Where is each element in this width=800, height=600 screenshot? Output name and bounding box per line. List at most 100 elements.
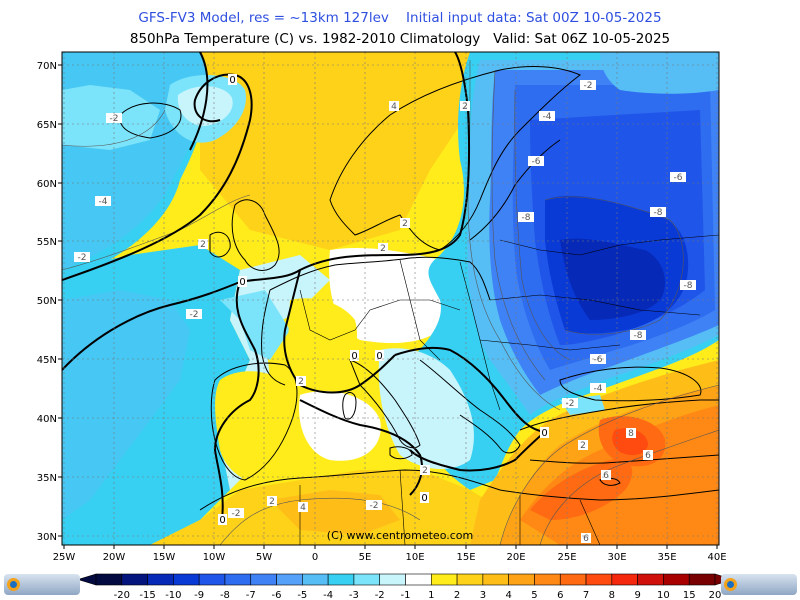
legend-swatch: [327, 573, 355, 586]
legend-value-label: -2: [375, 590, 385, 600]
legend-swatch: [559, 573, 587, 586]
contour-label: -2: [186, 309, 202, 320]
svg-text:4: 4: [391, 102, 397, 112]
contour-label: -2: [366, 500, 382, 511]
contour-label: 2: [198, 239, 208, 250]
svg-text:-2: -2: [78, 253, 87, 263]
svg-text:6: 6: [645, 451, 651, 461]
contour-label: -4: [95, 196, 111, 207]
legend-value-label: 9: [634, 590, 640, 600]
contour-labels: -2 -4 -2 -2 2 4 2 2 2 2 -4 -6 -8 -6 -8 -…: [74, 80, 696, 544]
svg-text:-8: -8: [654, 208, 663, 218]
legend-value-label: 1: [428, 590, 434, 600]
svg-text:-6: -6: [532, 157, 541, 167]
svg-text:-4: -4: [594, 384, 603, 394]
zero-label: 0: [421, 493, 427, 504]
longitude-label: 10E: [405, 552, 424, 563]
zero-label: 0: [541, 428, 547, 439]
graticule: [62, 52, 719, 545]
legend-swatch: [224, 573, 252, 586]
color-scale-legend: -20 -15 -10 -9 -8 -7 -6 -5 -4 -3 -2 -1 1 2 3 4 5 6 7 8 9 10 15…: [76, 573, 735, 600]
longitude-label: 15W: [153, 552, 176, 563]
legend-value-label: 10: [657, 590, 670, 600]
legend-swatch: [198, 573, 226, 586]
latitude-label: 65N: [37, 120, 57, 131]
copyright-credit: (C) www.centrometeo.com: [327, 529, 473, 542]
longitude-label: 15E: [456, 552, 475, 563]
contour-label: -4: [539, 111, 555, 122]
svg-text:-2: -2: [370, 501, 379, 511]
latitude-label: 70N: [37, 61, 57, 72]
legend-value-label: 8: [609, 590, 615, 600]
longitude-label: 20W: [103, 552, 126, 563]
legend-value-label: 6: [557, 590, 563, 600]
latitude-label: 30N: [37, 532, 57, 543]
longitude-label: 0: [312, 552, 318, 563]
longitude-label: 25W: [53, 552, 76, 563]
legend-value-label: 4: [505, 590, 511, 600]
legend-value-label: 20: [709, 590, 722, 600]
legend-swatch: [637, 573, 664, 586]
latitude-label: 35N: [37, 473, 57, 484]
svg-text:6: 6: [583, 534, 589, 544]
svg-text:6: 6: [603, 471, 609, 481]
contour-label: -8: [650, 207, 666, 218]
legend-swatch: [302, 573, 329, 586]
latitude-labels: 70N 65N 60N 55N 50N 45N 40N 35N 30N: [37, 61, 62, 543]
legend-value-label: -9: [194, 590, 204, 600]
longitude-label: 30E: [607, 552, 626, 563]
svg-text:2: 2: [580, 441, 586, 451]
svg-text:-4: -4: [543, 112, 552, 122]
anomaly-field: [62, 52, 719, 545]
contour-label: 4: [389, 101, 399, 112]
svg-text:2: 2: [462, 102, 468, 112]
legend-value-label: -8: [220, 590, 230, 600]
longitude-label: 5W: [256, 552, 272, 563]
latitude-label: 40N: [37, 414, 57, 425]
legend-swatch: [456, 573, 484, 586]
legend-swatch: [430, 573, 458, 586]
legend-swatch: [508, 573, 535, 586]
zero-label: 0: [376, 351, 382, 362]
legend-swatch: [534, 573, 561, 586]
legend-value-label: -7: [246, 590, 256, 600]
legend-swatch: [663, 573, 690, 586]
contour-label: 6: [581, 533, 591, 544]
legend-swatch: [173, 573, 200, 586]
svg-text:-6: -6: [594, 355, 603, 365]
legend-value-label: -4: [323, 590, 333, 600]
legend-value-label: 5: [531, 590, 537, 600]
contour-label: 2: [378, 243, 388, 254]
svg-text:2: 2: [380, 244, 386, 254]
contour-label: -6: [670, 172, 686, 183]
contour-label: -8: [680, 280, 696, 291]
legend-value-label: -5: [297, 590, 307, 600]
svg-text:-2: -2: [232, 509, 241, 519]
zero-label: 0: [219, 515, 225, 526]
latitude-label: 50N: [37, 296, 57, 307]
contour-label: 6: [601, 470, 611, 481]
map-frame: [61, 51, 720, 546]
svg-text:-2: -2: [584, 81, 593, 91]
longitude-label: 25E: [557, 552, 576, 563]
legend-swatch: [611, 573, 638, 586]
legend-value-label: -3: [349, 590, 359, 600]
field-valid-time-title: 850hPa Temperature (C) vs. 1982-2010 Cli…: [129, 31, 671, 47]
svg-text:2: 2: [200, 240, 206, 250]
contour-label: 2: [267, 496, 277, 507]
legend-swatch: [95, 573, 123, 586]
centrometeo-logo-right: centrometeo: [721, 574, 797, 595]
longitude-label: 40E: [707, 552, 726, 563]
longitude-label: 20E: [506, 552, 525, 563]
contour-label: 2: [460, 101, 470, 112]
legend-value-label: -6: [272, 590, 282, 600]
longitude-label: 10W: [203, 552, 226, 563]
longitude-label: 5E: [359, 552, 372, 563]
svg-text:-2: -2: [190, 310, 199, 320]
svg-text:2: 2: [298, 377, 304, 387]
svg-text:2: 2: [269, 497, 275, 507]
svg-text:-8: -8: [634, 331, 643, 341]
latitude-label: 60N: [37, 179, 57, 190]
contour-label: 6: [643, 450, 653, 461]
contour-label: -2: [228, 508, 244, 519]
